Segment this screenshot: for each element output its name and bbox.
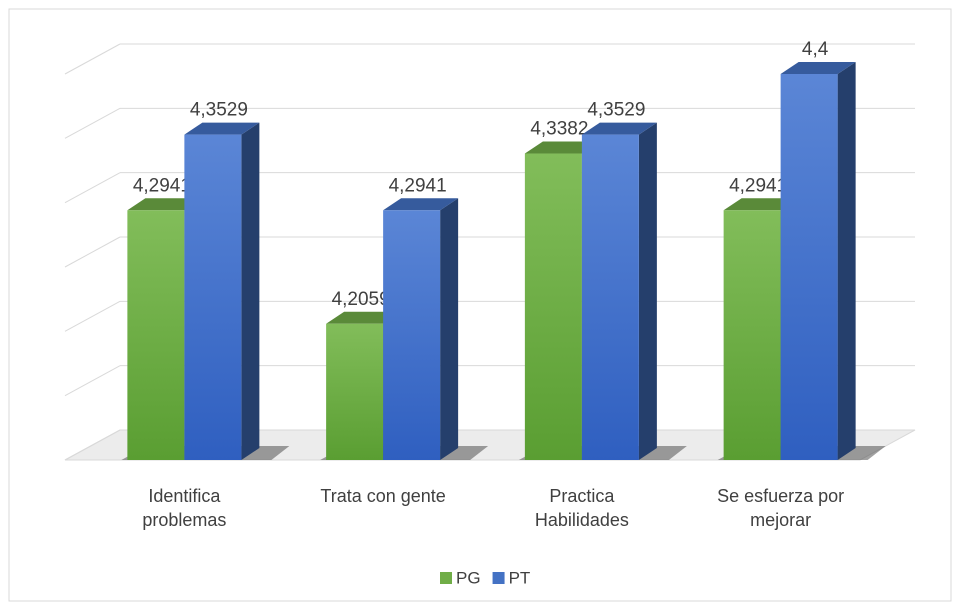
data-label: 4,2941 <box>729 175 787 196</box>
bar <box>524 153 582 461</box>
data-label: 4,4 <box>802 39 829 60</box>
grid-line-side <box>64 236 121 268</box>
bar-side <box>440 198 459 460</box>
bar <box>723 210 781 460</box>
data-label: 4,3529 <box>190 100 248 121</box>
bar <box>780 74 838 460</box>
grid-line-side <box>64 43 121 75</box>
legend-swatch <box>440 572 452 584</box>
x-tick-label: Se esfuerza por mejorar <box>717 486 845 530</box>
bar-side <box>241 122 260 461</box>
bar-side <box>837 62 856 460</box>
grid-line-side <box>64 429 121 461</box>
grid-line-side <box>64 107 121 139</box>
grid-line-side <box>64 172 121 204</box>
legend-label: PT <box>509 568 531 587</box>
data-label: 4,3382 <box>530 119 588 140</box>
grid-line-side <box>64 365 121 397</box>
x-tick-label: Trata con gente <box>320 486 446 506</box>
data-label: 4,3529 <box>587 100 645 121</box>
bar-side <box>638 122 657 461</box>
bar-top <box>127 198 203 211</box>
bar-top <box>723 198 799 211</box>
bar-top <box>780 62 856 74</box>
x-tick-label: Practica Habilidades <box>534 486 629 530</box>
bar <box>184 134 242 461</box>
data-label: 4,2941 <box>133 175 191 196</box>
bar-top <box>184 122 260 135</box>
legend-swatch <box>492 572 505 584</box>
bar-top <box>383 198 459 211</box>
data-label: 4,2059 <box>332 289 390 310</box>
bar-top <box>581 122 657 135</box>
bar-top <box>524 141 600 154</box>
x-tick-label: Identifica problemas <box>142 486 227 530</box>
bar <box>581 134 639 461</box>
bar <box>383 210 441 460</box>
data-label: 4,2941 <box>389 175 447 196</box>
bar <box>326 323 384 460</box>
grid-line-side <box>64 300 121 332</box>
bar <box>127 210 185 460</box>
bar-top <box>326 311 402 324</box>
legend-label: PG <box>456 568 481 587</box>
